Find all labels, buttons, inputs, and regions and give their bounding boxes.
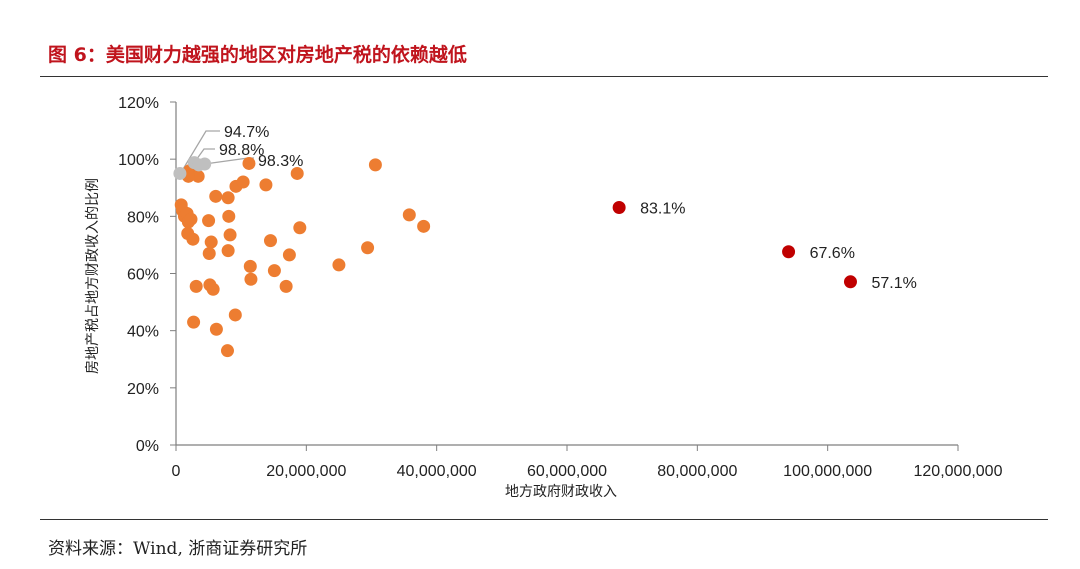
highlight-point — [782, 245, 796, 259]
data-point — [206, 282, 220, 296]
data-point — [402, 208, 416, 222]
figure-title: 图 6：美国财力越强的地区对房地产税的依赖越低 — [48, 44, 467, 66]
data-point — [209, 189, 223, 203]
data-point — [244, 272, 258, 286]
data-point — [204, 235, 218, 249]
y-tick-label: 120% — [118, 95, 159, 112]
top-rule — [40, 76, 1048, 77]
data-point — [221, 191, 235, 205]
data-label: 94.7% — [224, 124, 269, 141]
data-point — [361, 241, 375, 255]
x-tick-label: 60,000,000 — [527, 463, 607, 480]
gray-point — [192, 158, 206, 172]
data-label: 57.1% — [871, 275, 916, 292]
data-point — [186, 232, 200, 246]
y-tick-label: 100% — [118, 152, 159, 169]
data-point — [184, 212, 198, 226]
data-point — [222, 209, 236, 223]
highlight-point — [612, 200, 626, 214]
data-point — [332, 258, 346, 272]
y-axis-title: 房地产税占地方财政收入的比例 — [85, 178, 101, 374]
x-tick-label: 100,000,000 — [783, 463, 872, 480]
data-point — [259, 178, 273, 192]
y-tick-label: 20% — [127, 381, 159, 398]
source-note: 资料来源：Wind, 浙商证券研究所 — [48, 539, 308, 559]
data-point — [209, 322, 223, 336]
x-tick-label: 80,000,000 — [657, 463, 737, 480]
highlight-point — [843, 275, 857, 289]
data-point — [267, 264, 281, 278]
data-label: 98.8% — [219, 142, 264, 159]
y-tick-label: 40% — [127, 324, 159, 341]
data-point — [202, 214, 216, 228]
data-label: 83.1% — [640, 200, 685, 217]
data-point — [293, 221, 307, 235]
data-point — [202, 246, 216, 260]
x-tick-label: 20,000,000 — [266, 463, 346, 480]
data-point — [189, 279, 203, 293]
data-label: 98.3% — [258, 153, 303, 170]
data-point — [220, 344, 234, 358]
x-tick-label: 120,000,000 — [914, 463, 1003, 480]
data-point — [290, 166, 304, 180]
data-point — [282, 248, 296, 262]
data-point — [243, 259, 257, 273]
x-axis-title: 地方政府财政收入 — [505, 484, 617, 500]
x-tick-label: 0 — [172, 463, 181, 480]
y-tick-label: 80% — [127, 209, 159, 226]
data-label: 67.6% — [810, 245, 855, 262]
data-point — [242, 156, 256, 170]
data-point — [223, 228, 237, 242]
data-point — [417, 219, 431, 233]
data-point — [263, 234, 277, 248]
x-tick-label: 40,000,000 — [397, 463, 477, 480]
data-point — [187, 315, 201, 329]
data-point — [228, 308, 242, 322]
y-tick-label: 0% — [136, 438, 159, 455]
y-tick-label: 60% — [127, 267, 159, 284]
bottom-rule — [40, 519, 1048, 520]
data-point — [236, 175, 250, 189]
data-point — [191, 169, 205, 183]
data-point — [221, 244, 235, 258]
gray-point — [173, 166, 187, 180]
data-point — [368, 158, 382, 172]
data-point — [279, 279, 293, 293]
